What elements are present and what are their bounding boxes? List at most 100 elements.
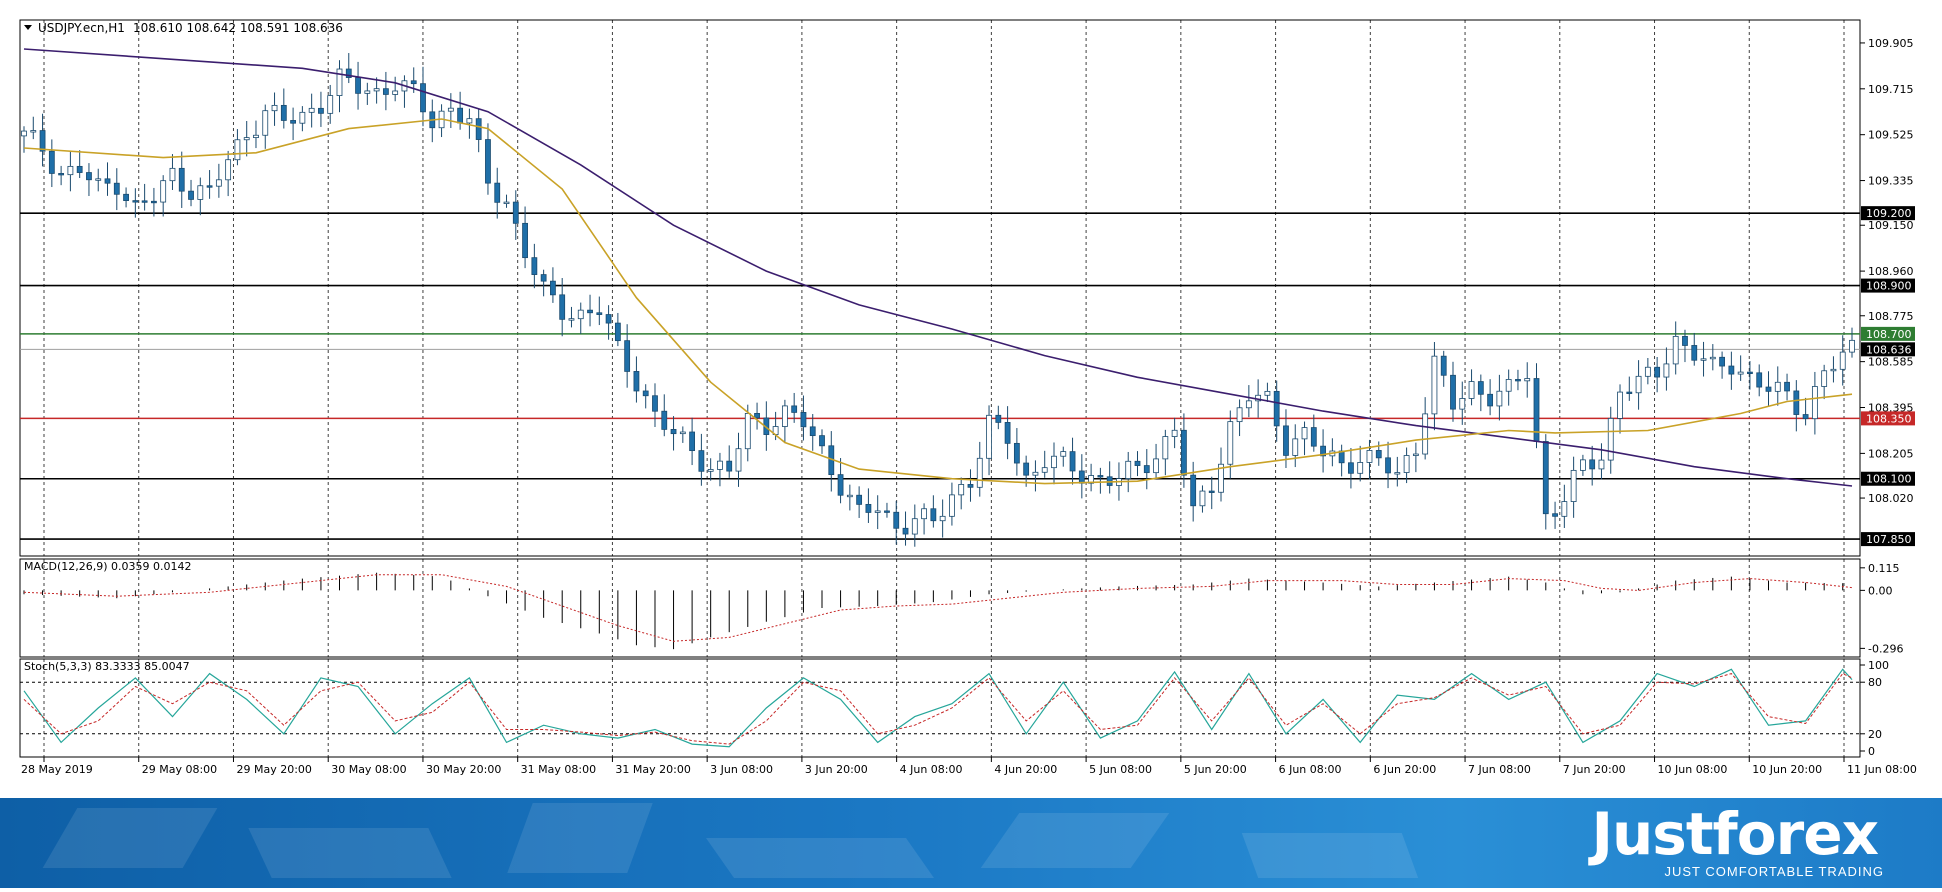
candle-bull xyxy=(707,469,714,472)
brand-logo-text: Justforex xyxy=(1591,800,1879,868)
candle-bear xyxy=(995,414,1002,423)
current-price-box xyxy=(1861,342,1915,357)
candle-bear xyxy=(819,435,825,447)
candle-bull xyxy=(1366,450,1373,463)
footer-banner xyxy=(0,798,1942,888)
candle-bear xyxy=(1440,355,1447,376)
stoch-label: Stoch(5,3,3) 83.3333 85.0047 xyxy=(24,660,190,673)
candle-bull xyxy=(1041,467,1048,473)
candle-bull xyxy=(95,178,102,181)
y-tick-label: 108.020 xyxy=(1868,492,1914,505)
candle-bear xyxy=(531,257,538,275)
candle-bull xyxy=(299,111,306,124)
candle-bear xyxy=(522,222,528,259)
candle-bull xyxy=(503,201,510,204)
level-price-box xyxy=(1861,326,1915,341)
moving-average-fast-line xyxy=(23,118,1853,485)
candle-bear xyxy=(614,322,621,342)
candle-bear xyxy=(178,167,185,192)
candle-bull xyxy=(336,68,343,96)
stoch-y-tick-label: 100 xyxy=(1868,659,1889,672)
candle-bear xyxy=(1190,474,1197,507)
candle-bull xyxy=(1292,438,1299,456)
candle-bear xyxy=(1310,427,1317,447)
candle-bear xyxy=(1004,422,1011,444)
x-tick-label: 10 Jun 20:00 xyxy=(1752,763,1822,776)
candle-bull xyxy=(1162,436,1169,460)
level-price-label: 108.100 xyxy=(1866,473,1912,486)
candle-bull xyxy=(1218,463,1224,493)
candle-bear xyxy=(1450,374,1456,410)
x-tick-label: 7 Jun 20:00 xyxy=(1563,763,1626,776)
candle-bear xyxy=(624,340,631,372)
candle-bull xyxy=(735,448,742,472)
candle-bull xyxy=(197,185,204,200)
level-price-label: 108.350 xyxy=(1866,412,1912,425)
candle-bull xyxy=(447,107,454,112)
candle-bear xyxy=(633,371,640,392)
level-price-box xyxy=(1861,278,1915,293)
candle-bear xyxy=(206,185,213,188)
y-tick-label: 108.205 xyxy=(1868,447,1914,460)
candle-bear xyxy=(1765,386,1772,392)
candle-bear xyxy=(290,120,296,124)
level-price-box xyxy=(1861,411,1915,426)
candle-bull xyxy=(1088,475,1095,484)
candle-bear xyxy=(318,107,324,114)
candle-bull xyxy=(1607,418,1614,461)
candle-bull xyxy=(1125,460,1132,479)
candle-bull xyxy=(1394,472,1401,475)
candle-bear xyxy=(123,193,129,201)
candle-bull xyxy=(1709,356,1716,360)
candle-bear xyxy=(1143,465,1150,474)
candle-bull xyxy=(1839,351,1846,370)
candle-bull xyxy=(271,104,278,112)
candle-bear xyxy=(494,182,501,203)
candle-bear xyxy=(559,294,566,320)
level-price-label: 107.850 xyxy=(1866,533,1912,546)
x-tick-label: 10 Jun 08:00 xyxy=(1658,763,1728,776)
candle-bull xyxy=(1468,381,1475,399)
candle-bull xyxy=(1301,427,1308,440)
candle-bear xyxy=(587,309,593,314)
stoch-y-tick-label: 80 xyxy=(1868,676,1882,689)
candle-bull xyxy=(1496,390,1503,407)
candle-bear xyxy=(1552,513,1558,517)
candle-bull xyxy=(1635,375,1642,394)
x-tick-label: 6 Jun 08:00 xyxy=(1279,763,1342,776)
macd-y-tick-label: -0.296 xyxy=(1868,642,1903,655)
candle-bear xyxy=(355,77,361,94)
candle-bear xyxy=(884,510,890,513)
candle-bull xyxy=(1245,400,1252,409)
candle-bull xyxy=(1570,469,1577,502)
x-tick-label: 3 Jun 08:00 xyxy=(710,763,773,776)
candle-bear xyxy=(1682,335,1688,346)
candle-bull xyxy=(1811,386,1818,420)
level-price-box xyxy=(1861,206,1915,221)
x-tick-label: 28 May 2019 xyxy=(21,763,93,776)
candle-bear xyxy=(1784,381,1790,392)
candle-bear xyxy=(1477,381,1484,395)
macd-y-tick-label: 0.00 xyxy=(1868,584,1893,597)
candle-bull xyxy=(1598,459,1605,470)
x-tick-label: 5 Jun 20:00 xyxy=(1184,763,1247,776)
candle-bear xyxy=(1273,390,1280,427)
candle-bear xyxy=(809,426,816,437)
candle-bear xyxy=(1069,451,1076,472)
candle-bull xyxy=(1431,355,1438,415)
candle-bear xyxy=(1348,462,1354,474)
x-tick-label: 31 May 20:00 xyxy=(615,763,690,776)
candle-bull xyxy=(911,518,918,535)
candle-bear xyxy=(1097,475,1104,478)
y-tick-label: 108.775 xyxy=(1868,310,1914,323)
candle-bull xyxy=(1700,358,1707,361)
candle-bull xyxy=(327,95,334,114)
candle-bear xyxy=(791,405,798,413)
candle-bull xyxy=(1403,455,1410,473)
candle-bull xyxy=(1821,370,1828,387)
symbol-dropdown-icon[interactable] xyxy=(24,25,32,30)
candle-bear xyxy=(1626,391,1633,394)
y-tick-label: 109.150 xyxy=(1868,219,1914,232)
chart-symbol[interactable]: USDJPY.ecn,H1 xyxy=(38,21,125,35)
candle-bear xyxy=(58,173,65,176)
